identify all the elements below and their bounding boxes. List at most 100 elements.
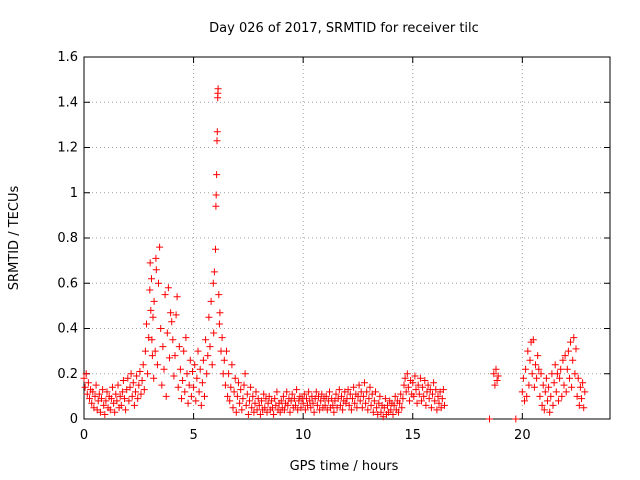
data-point <box>545 383 553 391</box>
data-point <box>363 388 371 396</box>
data-point <box>170 372 178 380</box>
data-point <box>292 401 299 409</box>
data-point <box>198 379 206 387</box>
data-point <box>178 395 185 403</box>
data-point <box>246 397 253 405</box>
data-point <box>521 397 528 405</box>
data-point <box>224 392 232 400</box>
data-point <box>144 370 152 378</box>
data-point <box>114 381 122 389</box>
data-point <box>213 171 221 179</box>
data-point <box>194 347 202 355</box>
data-point <box>132 388 139 396</box>
data-point <box>199 356 207 364</box>
data-point <box>358 404 366 412</box>
data-point <box>576 383 584 391</box>
data-point <box>338 392 345 400</box>
data-point <box>425 395 433 403</box>
plot-frame <box>83 56 611 420</box>
data-point <box>309 399 317 407</box>
data-point <box>210 268 218 276</box>
data-point <box>418 397 425 405</box>
x-tick-label: 15 <box>404 428 421 443</box>
data-point <box>564 347 572 355</box>
data-point <box>255 401 263 409</box>
data-point <box>419 383 427 391</box>
data-point <box>535 365 543 373</box>
data-point <box>370 397 378 405</box>
data-point <box>226 397 234 405</box>
data-point <box>116 392 124 400</box>
data-point <box>560 381 568 389</box>
data-point <box>538 401 546 409</box>
data-point <box>247 383 255 391</box>
data-point <box>212 202 220 210</box>
data-point <box>221 381 229 389</box>
x-axis: 0 5 10 15 20 <box>80 57 531 443</box>
data-points <box>80 85 589 423</box>
data-point <box>558 392 566 400</box>
data-point <box>119 377 127 384</box>
data-point <box>365 395 373 403</box>
y-axis: 0 0.2 0.4 0.6 0.8 1 1.2 1.4 1.6 <box>57 50 610 427</box>
data-point <box>344 386 352 394</box>
data-point <box>139 361 147 369</box>
data-point <box>233 392 241 400</box>
data-point <box>95 390 103 398</box>
data-point <box>252 388 260 396</box>
data-point <box>568 383 576 391</box>
data-point <box>522 365 530 373</box>
data-point <box>432 386 440 394</box>
data-point <box>204 352 212 360</box>
data-point <box>384 401 391 409</box>
data-point <box>203 370 211 378</box>
data-point <box>555 397 562 405</box>
data-point <box>173 293 181 301</box>
data-point <box>88 399 96 407</box>
data-point <box>180 347 188 355</box>
data-point <box>273 388 281 396</box>
data-point <box>403 370 411 378</box>
data-point <box>111 408 119 416</box>
data-point <box>187 392 195 400</box>
x-tick-label: 0 <box>80 428 88 443</box>
data-point <box>101 411 109 418</box>
data-point <box>218 334 226 342</box>
data-point <box>121 395 128 403</box>
data-point <box>367 401 375 409</box>
data-point <box>215 291 223 299</box>
data-point <box>402 388 410 396</box>
data-point <box>261 404 269 412</box>
data-point <box>100 401 108 409</box>
data-point <box>140 386 148 394</box>
data-point <box>235 379 242 387</box>
data-point <box>236 399 244 407</box>
data-point <box>410 392 418 400</box>
data-point <box>433 406 441 414</box>
data-point <box>411 372 419 380</box>
data-point <box>562 388 570 396</box>
data-point <box>542 374 550 382</box>
data-point <box>369 408 377 416</box>
data-point <box>103 388 111 396</box>
data-point <box>126 383 134 391</box>
data-point <box>196 365 204 373</box>
data-point <box>216 309 224 317</box>
data-point <box>406 397 413 405</box>
data-point <box>441 401 448 409</box>
data-point <box>277 397 285 405</box>
data-point <box>427 404 435 412</box>
data-point <box>83 390 91 398</box>
data-point <box>242 401 250 409</box>
data-point <box>512 415 520 423</box>
data-point <box>202 336 210 344</box>
data-point <box>559 356 567 364</box>
data-point <box>159 343 167 351</box>
data-point <box>550 379 558 387</box>
data-point <box>134 395 142 403</box>
data-point <box>373 404 381 412</box>
y-tick-label: 0 <box>70 412 78 427</box>
data-point <box>551 361 559 369</box>
data-point <box>575 401 583 409</box>
